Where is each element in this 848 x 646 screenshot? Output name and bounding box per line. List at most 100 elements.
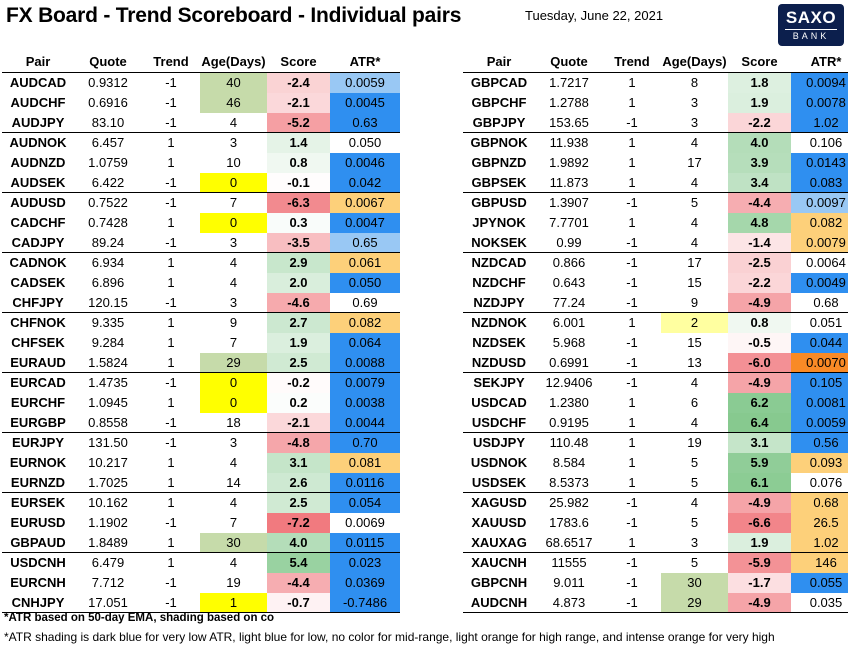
score-cell: 2.6 xyxy=(267,473,330,492)
table-row: EURSEK 10.162 1 4 2.5 0.054 xyxy=(2,493,400,513)
atr-cell: 0.56 xyxy=(791,433,848,453)
atr-cell: 1.02 xyxy=(791,113,848,132)
score-cell: 5.9 xyxy=(728,453,791,473)
score-cell: 0.8 xyxy=(267,153,330,173)
quote-cell: 8.584 xyxy=(552,455,586,470)
score-cell: 2.7 xyxy=(267,313,330,333)
trend-cell: 1 xyxy=(167,315,175,330)
age-cell: 4 xyxy=(229,115,238,130)
atr-cell: 0.0038 xyxy=(330,393,400,413)
footnote-atr-shading: *ATR shading is dark blue for very low A… xyxy=(4,630,775,644)
atr-cell: 0.0088 xyxy=(330,353,400,372)
pair-cell: NZDNOK xyxy=(471,315,527,330)
pair-cell: NZDCHF xyxy=(472,275,526,290)
trend-cell: -1 xyxy=(626,375,638,390)
age-cell: 4 xyxy=(229,455,238,470)
score-cell: -4.9 xyxy=(728,493,791,513)
age-cell: 0 xyxy=(200,213,267,233)
score-cell: -6.6 xyxy=(728,513,791,533)
header-trend: Trend xyxy=(614,54,650,69)
score-cell: -2.4 xyxy=(267,73,330,93)
atr-cell: 0.0067 xyxy=(330,193,400,213)
quote-cell: 11.873 xyxy=(549,175,589,190)
age-cell: 4 xyxy=(690,415,699,430)
table-row: AUDNZD 1.0759 1 10 0.8 0.0046 xyxy=(2,153,400,173)
table-row: USDSEK 8.5373 1 5 6.1 0.076 xyxy=(463,473,848,493)
score-cell: -4.9 xyxy=(728,293,791,312)
age-cell: 4 xyxy=(690,495,699,510)
score-cell: 1.9 xyxy=(728,533,791,552)
quote-cell: 0.9312 xyxy=(88,75,128,90)
atr-cell: 0.093 xyxy=(791,453,848,473)
header-quote: Quote xyxy=(550,54,588,69)
score-cell: -2.2 xyxy=(728,113,791,132)
score-cell: -1.4 xyxy=(728,233,791,252)
table-header: Pair Quote Trend Age(Days) Score ATR* xyxy=(463,52,848,73)
trend-cell: 1 xyxy=(167,215,175,230)
score-cell: 4.0 xyxy=(267,533,330,552)
logo-line1: SAXO xyxy=(785,8,837,27)
pair-cell: EURCHF xyxy=(10,395,66,410)
pair-cell: GBPNZD xyxy=(471,155,527,170)
atr-cell: 0.0116 xyxy=(330,473,400,492)
pair-cell: AUDNZD xyxy=(10,155,66,170)
quote-cell: 1.3907 xyxy=(549,195,589,210)
quote-cell: 7.7701 xyxy=(549,215,589,230)
atr-cell: 0.65 xyxy=(330,233,400,252)
trend-cell: 1 xyxy=(167,335,175,350)
header-pair: Pair xyxy=(25,54,51,69)
score-cell: -4.9 xyxy=(728,373,791,393)
score-cell: -0.1 xyxy=(267,173,330,192)
pair-cell: SEKJPY xyxy=(473,375,525,390)
score-cell: 2.9 xyxy=(267,253,330,273)
header-quote: Quote xyxy=(89,54,127,69)
atr-cell: 0.083 xyxy=(791,173,848,192)
quote-cell: 110.48 xyxy=(549,435,589,450)
score-cell: -2.1 xyxy=(267,93,330,113)
table-row: EURUSD 1.1902 -1 7 -7.2 0.0069 xyxy=(2,513,400,533)
atr-cell: 0.0045 xyxy=(330,93,400,113)
age-cell: 4 xyxy=(690,175,699,190)
table-row: USDJPY 110.48 1 19 3.1 0.56 xyxy=(463,433,848,453)
atr-cell: 0.061 xyxy=(330,253,400,273)
right-scoreboard-table: Pair Quote Trend Age(Days) Score ATR* GB… xyxy=(463,52,848,613)
footnote-atr-basis: *ATR based on 50-day EMA, shading based … xyxy=(4,612,275,624)
score-cell: -5.9 xyxy=(728,553,791,573)
header-atr: ATR* xyxy=(349,54,381,69)
trend-cell: 1 xyxy=(628,175,636,190)
pair-cell: CADCHF xyxy=(10,215,66,230)
age-cell: 4 xyxy=(229,555,238,570)
table-row: AUDUSD 0.7522 -1 7 -6.3 0.0067 xyxy=(2,193,400,213)
table-row: EURCAD 1.4735 -1 0 -0.2 0.0079 xyxy=(2,373,400,393)
table-row: NZDSEK 5.968 -1 15 -0.5 0.044 xyxy=(463,333,848,353)
pair-cell: EURNOK xyxy=(9,455,67,470)
quote-cell: 131.50 xyxy=(88,435,128,450)
pair-cell: EURSEK xyxy=(10,495,66,510)
pair-cell: EURCNH xyxy=(10,575,66,590)
atr-cell: 0.68 xyxy=(791,493,848,513)
trend-cell: 1 xyxy=(167,395,175,410)
score-cell: 3.9 xyxy=(728,153,791,173)
atr-cell: 0.0059 xyxy=(791,413,848,432)
trend-cell: -1 xyxy=(626,575,638,590)
table-row: NZDNOK 6.001 1 2 0.8 0.051 xyxy=(463,313,848,333)
quote-cell: 0.9195 xyxy=(549,415,589,430)
header-trend: Trend xyxy=(153,54,189,69)
trend-cell: 1 xyxy=(167,495,175,510)
score-cell: -7.2 xyxy=(267,513,330,533)
age-cell: 19 xyxy=(226,575,241,590)
age-cell: 4 xyxy=(690,235,699,250)
age-cell: 18 xyxy=(226,415,241,430)
trend-cell: -1 xyxy=(165,435,177,450)
age-cell: 9 xyxy=(690,295,699,310)
atr-cell: 0.0070 xyxy=(791,353,848,372)
atr-cell: 0.0081 xyxy=(791,393,848,413)
score-cell: -0.7 xyxy=(267,593,330,612)
pair-cell: XAGUSD xyxy=(471,495,527,510)
pair-cell: CHFSEK xyxy=(11,335,65,350)
atr-cell: 0.69 xyxy=(352,295,378,310)
age-cell: 29 xyxy=(661,593,728,612)
table-row: GBPAUD 1.8489 1 30 4.0 0.0115 xyxy=(2,533,400,553)
quote-cell: 9.011 xyxy=(553,575,585,590)
quote-cell: 6.479 xyxy=(91,555,125,570)
